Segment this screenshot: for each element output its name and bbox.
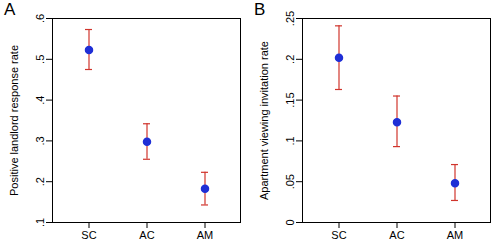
svg-text:Positive landlord response rat: Positive landlord response rate bbox=[8, 45, 20, 196]
svg-text:AM: AM bbox=[447, 229, 464, 241]
svg-text:.1: .1 bbox=[284, 136, 296, 145]
svg-text:.1: .1 bbox=[34, 218, 46, 227]
html-text:A: A bbox=[4, 0, 16, 19]
html-text:B: B bbox=[254, 0, 266, 19]
svg-text:.05: .05 bbox=[284, 174, 296, 189]
svg-text:SC: SC bbox=[331, 229, 346, 241]
svg-text:.25: .25 bbox=[284, 11, 296, 26]
svg-text:.3: .3 bbox=[34, 136, 46, 145]
svg-text:AC: AC bbox=[389, 229, 404, 241]
svg-text:.2: .2 bbox=[34, 177, 46, 186]
svg-text:.15: .15 bbox=[284, 92, 296, 107]
svg-text:.4: .4 bbox=[34, 96, 46, 105]
svg-text:.6: .6 bbox=[34, 14, 46, 23]
svg-text:0: 0 bbox=[284, 219, 296, 225]
svg-text:.2: .2 bbox=[284, 55, 296, 64]
svg-text:AM: AM bbox=[197, 229, 214, 241]
svg-text:SC: SC bbox=[81, 229, 96, 241]
svg-text:AC: AC bbox=[139, 229, 154, 241]
svg-text:Apartment viewing invitation r: Apartment viewing invitation rate bbox=[258, 41, 270, 200]
svg-text:.5: .5 bbox=[34, 55, 46, 64]
